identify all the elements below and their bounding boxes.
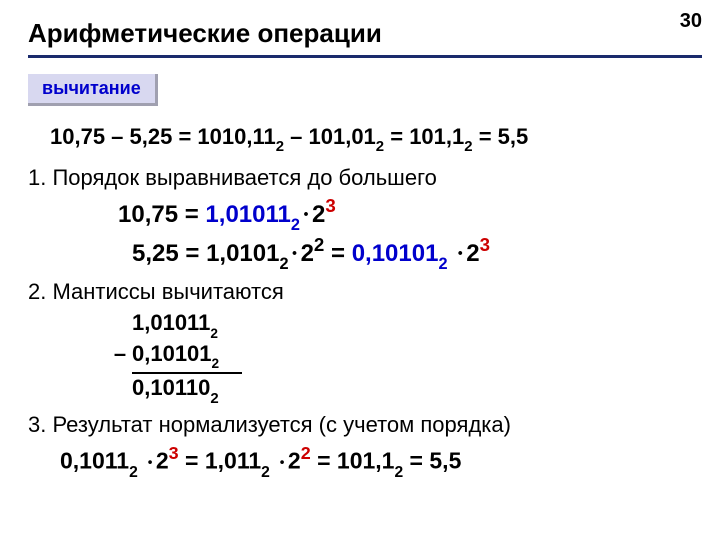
subtract-top-val: 1,01011 [132,310,210,335]
final-d: = 5,5 [403,448,461,474]
eq1-mantissa: 1,010112 [205,201,300,228]
eq2-mid-exp: 2 [314,234,324,255]
eq2-exp: 3 [480,234,490,255]
sub-2: 2 [261,464,270,481]
final-a: 0,1011 [60,448,129,474]
final-a-exp: 3 [169,443,179,463]
dot: · [144,450,156,475]
equation-2: 5,25 = 1,01012·22 = 0,101012 ·23 [132,234,692,273]
sub-2: 2 [210,326,218,341]
subtract-result-row: 0,101102 [108,374,692,406]
example-expression: 10,75 – 5,25 = 1010,112 – 101,012 = 101,… [50,124,692,153]
subtraction-block: 1,010112 – 0,101012 0,101102 [108,309,692,406]
title-underline [28,55,702,58]
subtract-top-row: 1,010112 [108,309,692,339]
dot: · [300,202,312,228]
subtract-top: 1,010112 [132,309,218,339]
final-c: = 101,1 [311,448,395,474]
page-number: 30 [680,10,702,33]
expr-part-a: 10,75 – 5,25 = 1010,11 [50,124,276,149]
subtract-result: 0,101102 [132,374,219,406]
final-expression: 0,10112 ·23 = 1,0112 ·22 = 101,12 = 5,5 [60,444,692,479]
sub-2: 2 [129,464,138,481]
expr-part-b: – 101,01 [284,124,376,149]
subtract-res-val: 0,10110 [132,375,210,400]
eq1-lhs: 10,75 = [118,201,205,228]
final-b-exp: 2 [301,443,311,463]
eq2-base: 2 [466,240,479,267]
eq2-mantissa: 0,101012 [352,240,448,267]
content-area: 10,75 – 5,25 = 1010,112 – 101,012 = 101,… [0,106,720,480]
dot: · [276,450,288,475]
subtract-bottom: 0,101012 [132,340,219,370]
sub-2: 2 [212,356,220,371]
equation-1: 10,75 = 1,010112·23 [118,195,692,234]
sub-2: 2 [279,255,288,273]
subtract-bottom-row: – 0,101012 [108,340,692,370]
final-b: = 1,011 [179,448,262,474]
eq1-mantissa-val: 1,01011 [205,201,290,228]
step-3-text: 3. Результат нормализуется (с учетом пор… [28,412,692,438]
dot: · [289,241,301,267]
dot: · [454,241,466,267]
eq2-lhs: 5,25 = 1,0101 [132,240,279,267]
subtitle-badge: вычитание [28,74,158,106]
expr-part-c: = 101,1 [384,124,464,149]
sub-2: 2 [464,138,472,155]
sub-2: 2 [394,464,403,481]
eq2-mantissa-val: 0,10101 [352,240,439,267]
step-1-text: 1. Порядок выравнивается до большего [28,165,692,191]
final-a-base: 2 [156,448,169,474]
step-2-text: 2. Мантиссы вычитаются [28,279,692,305]
sub-2: 2 [438,255,447,273]
minus-sign: – [108,340,132,368]
eq2-mid-base: 2 [301,240,314,267]
page-title: Арифметические операции [0,0,720,55]
subtract-bot-val: 0,10101 [132,341,212,366]
sub-2: 2 [376,138,384,155]
eq1-base: 2 [312,201,325,228]
eq1-exp: 3 [325,195,335,216]
sub-2: 2 [291,216,300,234]
sub-2: 2 [276,138,284,155]
expr-part-d: = 5,5 [473,124,529,149]
eq2-eq: = [324,240,351,267]
sub-2: 2 [210,390,218,407]
final-b-base: 2 [288,448,301,474]
